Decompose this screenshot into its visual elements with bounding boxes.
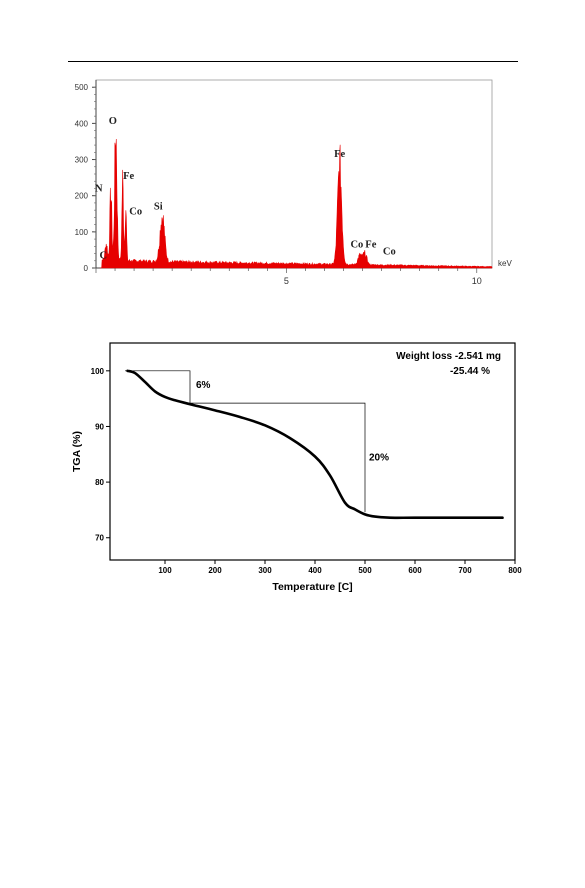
tga-x-tick-label: 800	[508, 566, 522, 575]
eds-y-tick-label: 100	[75, 228, 89, 237]
tga-step-bracket-2	[190, 402, 366, 513]
eds-peak-label-si: Si	[154, 201, 163, 212]
eds-y-tick-label: 400	[75, 119, 89, 128]
tga-x-tick-label: 400	[308, 566, 322, 575]
eds-y-tick-label: 200	[75, 192, 89, 201]
eds-peak-label-c: C	[99, 250, 107, 261]
eds-y-tick-label: 300	[75, 156, 89, 165]
eds-peak-label-fe: Fe	[334, 149, 345, 160]
eds-x-tick-label: 5	[284, 276, 289, 286]
eds-peak-label-co: Co	[383, 247, 396, 258]
eds-peak-label-co: Co	[350, 240, 363, 251]
eds-x-tick-label: 10	[472, 276, 482, 286]
tga-y-tick-label: 70	[95, 534, 104, 543]
tga-plot-frame	[109, 342, 516, 561]
page-header-rule	[68, 61, 518, 62]
tga-x-tick-label: 300	[258, 566, 272, 575]
eds-peak-label-n: N	[95, 184, 103, 195]
tga-y-tick-label: 100	[91, 367, 105, 376]
tga-y-axis-title: TGA (%)	[71, 431, 83, 472]
tga-y-tick-label: 80	[95, 478, 104, 487]
eds-peak-label-o: O	[109, 116, 117, 127]
tga-step-bracket-1	[125, 370, 191, 404]
tga-series-line	[126, 369, 504, 520]
eds-peak-label-fe: Fe	[365, 240, 376, 251]
eds-peak-label-fe: Fe	[123, 171, 134, 182]
eds-y-tick-label: 0	[84, 264, 89, 273]
tga-step-label-2: 20%	[369, 453, 389, 464]
eds-peak-label-co: Co	[129, 206, 142, 217]
tga-weight-loss-percent: -25.44 %	[450, 366, 490, 377]
tga-x-tick-label: 200	[208, 566, 222, 575]
tga-x-tick-label: 700	[458, 566, 472, 575]
eds-spectrum-fill	[99, 139, 493, 269]
tga-y-tick-label: 90	[95, 422, 104, 431]
tga-x-axis-title: Temperature [C]	[272, 581, 352, 593]
eds-y-tick-label: 500	[75, 83, 89, 92]
tga-weight-loss-mg: Weight loss -2.541 mg	[396, 351, 501, 362]
eds-x-unit: keV	[498, 259, 512, 268]
tga-x-tick-label: 100	[158, 566, 172, 575]
tga-x-tick-label: 500	[358, 566, 372, 575]
tga-step-label-1: 6%	[196, 380, 211, 391]
tga-x-tick-label: 600	[408, 566, 422, 575]
